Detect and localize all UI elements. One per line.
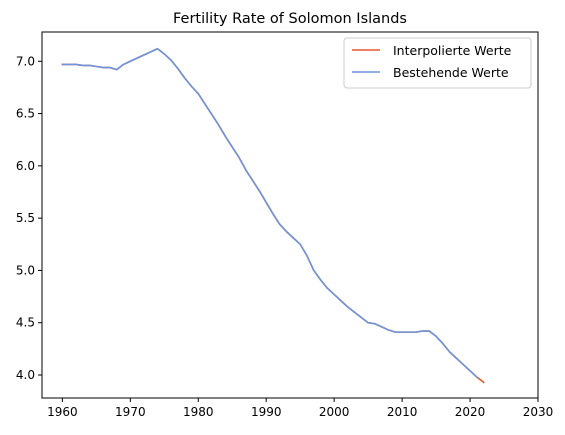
y-tick-label: 7.0 bbox=[16, 54, 35, 68]
plot-frame bbox=[41, 31, 539, 399]
x-axis: 1960 1970 1980 1990 2000 2010 2020 2030 bbox=[47, 398, 553, 419]
x-tick-label: 1970 bbox=[115, 405, 146, 419]
y-tick-label: 5.0 bbox=[16, 263, 35, 277]
x-tick-label: 1980 bbox=[183, 405, 214, 419]
y-tick-label: 6.5 bbox=[16, 107, 35, 121]
series-layer bbox=[61, 47, 485, 384]
x-tick-label: 1960 bbox=[47, 405, 78, 419]
x-tick-label: 2020 bbox=[455, 405, 486, 419]
legend-label-interpolated: Interpolierte Werte bbox=[393, 43, 512, 58]
y-tick-label: 4.0 bbox=[16, 368, 35, 382]
series-line-1 bbox=[61, 47, 478, 379]
chart-title: Fertility Rate of Solomon Islands bbox=[173, 11, 407, 27]
y-tick-label: 5.5 bbox=[16, 211, 35, 225]
x-tick-label: 2030 bbox=[523, 405, 554, 419]
legend: Interpolierte Werte Bestehende Werte bbox=[343, 37, 532, 89]
x-tick-label: 1990 bbox=[251, 405, 282, 419]
y-axis: 4.0 4.5 5.0 5.5 6.0 6.5 7.0 bbox=[16, 54, 42, 382]
x-tick-label: 2000 bbox=[319, 405, 350, 419]
legend-label-existing: Bestehende Werte bbox=[393, 65, 509, 80]
legend-box bbox=[343, 37, 532, 89]
x-tick-label: 2010 bbox=[387, 405, 418, 419]
y-tick-label: 6.0 bbox=[16, 159, 35, 173]
y-tick-label: 4.5 bbox=[16, 316, 35, 330]
